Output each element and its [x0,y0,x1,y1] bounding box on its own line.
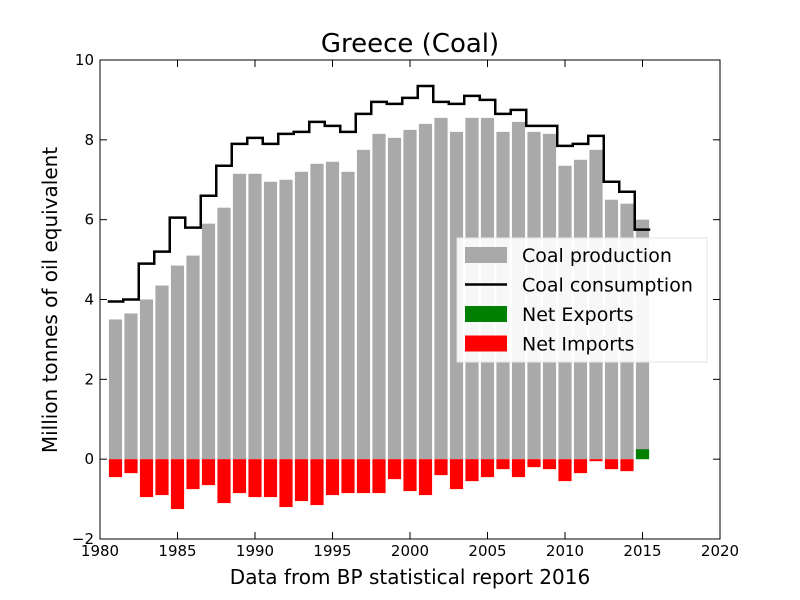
coal-production-bar [186,255,200,460]
net-imports-bar [620,459,634,472]
coal-production-bar [372,133,386,460]
x-tick-label: 1990 [236,542,274,560]
coal-production-bar [139,299,154,460]
net-imports-bar [108,459,123,478]
net-imports-bar [480,459,495,478]
x-tick-label: 1980 [81,542,119,560]
y-tick-label: 0 [84,450,94,468]
net-imports-bar [186,459,200,490]
net-imports-bar [263,459,278,498]
coal-production-bar [310,163,324,460]
net-imports-bar [403,459,417,492]
coal-production-bar [155,285,169,460]
net-imports-legend-swatch [465,335,507,352]
y-tick-label: 8 [84,131,94,149]
coal-production-bar [201,223,216,460]
coal-production-bar [232,173,247,460]
net-imports-bar [341,459,355,494]
coal-production-bar [170,265,185,460]
x-axis-label: Data from BP statistical report 2016 [230,565,590,589]
legend: Coal production Coal consumption Net Expor… [456,237,708,363]
coal-consumption-legend-label: Coal consumption [522,275,693,297]
coal-production-bar [356,149,371,460]
net-imports-bar [434,459,448,476]
x-tick-label: 1995 [313,542,351,560]
y-tick-label: 6 [84,211,94,229]
y-tick-label: 4 [84,291,94,309]
coal-production-bar [294,171,309,460]
net-exports-legend-swatch [465,306,507,322]
net-imports-bar [465,459,479,482]
net-imports-bar [573,459,588,474]
net-imports-bar [325,459,340,496]
axes-layer: 1980 1985 1990 1995 2000 2005 2010 2015 2020 −2 0 2… [72,51,739,560]
net-imports-bar [496,459,510,470]
net-imports-bar [310,459,324,506]
coal-production-bar [108,319,123,460]
y-tick-label: 2 [84,370,94,388]
coal-production-bar [434,117,448,460]
net-imports-bar [232,459,247,494]
coal-production-bar [403,129,417,460]
coal-consumption-line [107,84,651,303]
x-tick-label: 2005 [468,542,506,560]
net-imports-bar [217,459,231,504]
net-imports-bar [449,459,464,490]
coal-production-bar [263,181,278,460]
y-tick-label: 10 [75,51,94,69]
coal-production-legend-label: Coal production [522,245,672,267]
net-imports-bar [279,459,293,508]
net-imports-bar [155,459,169,496]
net-imports-bar [201,459,216,486]
y-axis-label: Million tonnes of oil equivalent [38,147,62,453]
coal-production-bar [217,207,231,460]
coal-production-bar [341,171,355,460]
coal-production-bar [248,173,262,460]
net-imports-bar [542,459,557,470]
net-imports-bar [356,459,371,494]
net-exports-legend-label: Net Exports [522,304,634,326]
x-tick-label: 2020 [701,542,739,560]
line-layer [107,84,651,303]
coal-production-bar [279,179,293,460]
x-tick-label: 2000 [391,542,429,560]
coal-production-bar [418,123,433,460]
net-imports-bar [387,459,402,480]
coal-production-bar [124,313,138,460]
net-imports-bar [527,459,541,468]
net-imports-bar [170,459,185,510]
net-imports-bar [139,459,154,498]
net-imports-legend-label: Net Imports [522,334,634,356]
net-imports-bar [418,459,433,496]
net-imports-bar [589,459,603,462]
net-imports-bar [511,459,526,478]
y-tick-label: −2 [72,530,94,548]
coal-production-legend-swatch [465,247,507,263]
net-imports-bar [294,459,309,502]
x-tick-label: 2015 [623,542,661,560]
coal-production-bar [325,161,340,460]
net-imports-bar [372,459,386,494]
net-imports-bar [558,459,572,482]
net-imports-bar [604,459,619,470]
net-exports-bar [635,449,650,460]
chart-title: Greece (Coal) [321,29,499,59]
x-tick-label: 1985 [158,542,196,560]
x-tick-label: 2010 [546,542,584,560]
net-imports-bar [124,459,138,474]
net-imports-bar [248,459,262,498]
coal-production-bar [387,137,402,460]
